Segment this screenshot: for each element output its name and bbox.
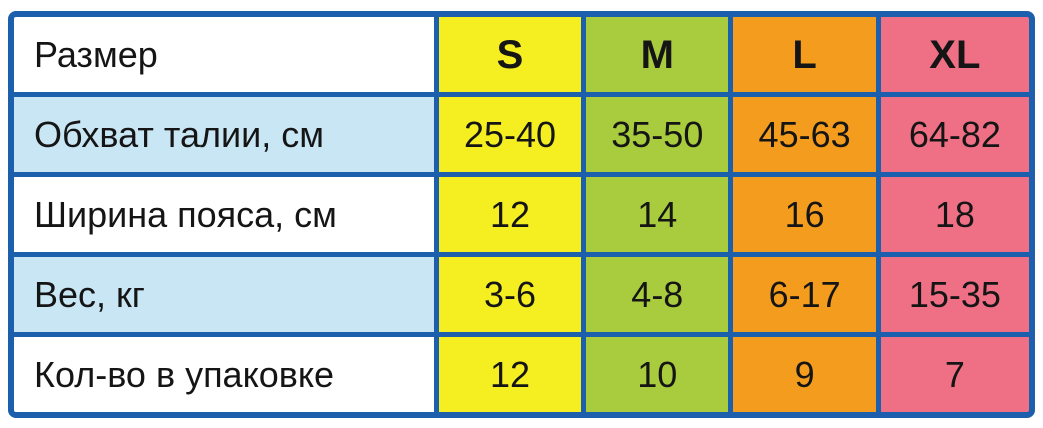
cell-pack-quantity-m: 10 [586,337,729,412]
cell-belt-width-l: 16 [733,177,876,252]
row-label-weight: Вес, кг [14,257,434,332]
cell-weight-m: 4-8 [586,257,729,332]
cell-belt-width-m: 14 [586,177,729,252]
cell-pack-quantity-xl: 7 [880,337,1029,412]
cell-waist-girth-l: 45-63 [733,97,876,172]
header-cell-size-m: M [586,17,729,92]
header-label-razmer: Размер [14,17,434,92]
cell-waist-girth-xl: 64-82 [880,97,1029,172]
cell-waist-girth-m: 35-50 [586,97,729,172]
cell-waist-girth-s: 25-40 [438,97,582,172]
header-cell-size-s: S [438,17,582,92]
cell-pack-quantity-l: 9 [733,337,876,412]
size-table: Размер S M L XL Обхват талии, см 25-40 3… [8,11,1035,418]
cell-belt-width-s: 12 [438,177,582,252]
row-label-pack-quantity: Кол-во в упаковке [14,337,434,412]
header-cell-size-xl: XL [880,17,1029,92]
row-label-waist-girth: Обхват талии, см [14,97,434,172]
row-label-belt-width: Ширина пояса, см [14,177,434,252]
cell-pack-quantity-s: 12 [438,337,582,412]
cell-weight-l: 6-17 [733,257,876,332]
cell-weight-s: 3-6 [438,257,582,332]
header-cell-size-l: L [733,17,876,92]
cell-belt-width-xl: 18 [880,177,1029,252]
cell-weight-xl: 15-35 [880,257,1029,332]
